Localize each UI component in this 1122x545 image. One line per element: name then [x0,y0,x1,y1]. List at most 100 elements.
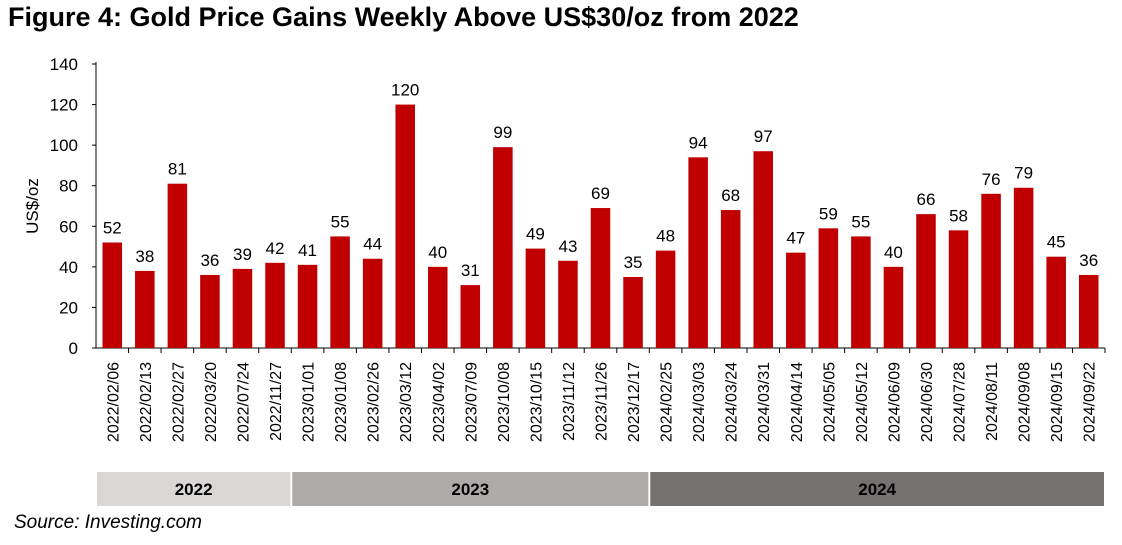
bar [460,285,481,348]
bar [948,230,969,348]
bar [395,104,415,348]
data-label: 52 [103,219,122,238]
data-label: 49 [526,225,545,244]
year-band-2023 [292,472,649,506]
data-label: 40 [428,243,447,262]
bar [688,157,708,348]
x-tick-label: 2023/11/12 [561,362,578,441]
x-tick-label: 2023/10/08 [496,362,513,442]
data-label: 36 [200,251,219,270]
x-tick-label: 2023/12/17 [626,362,643,442]
data-label: 97 [754,127,773,146]
data-label: 58 [949,206,968,225]
x-tick-label: 2024/04/14 [789,362,806,442]
bar [362,258,383,348]
y-tick-label: 120 [50,96,78,115]
chart-title: Figure 4: Gold Price Gains Weekly Above … [8,2,799,32]
x-tick-label: 2022/02/27 [170,362,187,442]
bar [558,260,578,348]
bar [786,252,806,348]
bar [330,236,350,348]
bar [493,147,513,348]
data-label: 43 [558,237,577,256]
x-tick-label: 2024/05/05 [821,362,838,442]
y-tick-label: 60 [59,217,78,236]
bar [623,277,643,348]
data-label: 39 [233,245,252,264]
bar [720,210,741,348]
bar [297,264,318,348]
data-label: 55 [851,212,870,231]
bar [135,270,155,348]
source-note: Source: Investing.com [14,512,202,533]
bar [1013,187,1034,348]
bar [525,248,546,348]
year-band-label: 2023 [451,480,489,499]
data-label: 76 [982,170,1001,189]
y-axis-label: US$/oz [23,178,42,234]
y-tick-label: 140 [50,55,78,74]
bar [916,214,936,348]
y-tick-label: 20 [59,298,78,317]
bar [753,151,774,348]
y-tick-label: 80 [59,177,78,196]
bar [427,266,448,348]
year-band-label: 2022 [175,480,213,499]
x-tick-label: 2022/11/27 [268,362,285,441]
x-tick-label: 2023/04/02 [431,362,448,442]
data-label: 35 [624,253,643,272]
x-tick-label: 2023/10/15 [528,362,545,442]
year-band-2022 [97,472,291,506]
data-label: 69 [591,184,610,203]
data-label: 41 [298,241,317,260]
data-label: 40 [884,243,903,262]
data-label: 44 [363,235,382,254]
year-band-label: 2024 [858,480,896,499]
year-band-2024 [650,472,1104,506]
data-label: 79 [1014,164,1033,183]
x-tick-label: 2023/02/26 [366,362,383,442]
data-label: 55 [331,212,350,231]
data-label: 59 [819,204,838,223]
data-label: 42 [266,239,285,258]
data-label: 94 [689,133,708,152]
data-label: 99 [493,123,512,142]
x-tick-label: 2022/07/24 [235,362,252,442]
bar [1046,256,1066,348]
x-tick-label: 2023/11/26 [594,362,611,441]
bar [655,250,676,348]
x-tick-label: 2023/07/09 [463,362,480,442]
data-label: 38 [135,247,154,266]
bar [232,268,253,348]
data-label: 48 [656,227,675,246]
x-tick-label: 2024/03/24 [724,362,741,442]
bar [1078,274,1099,348]
data-label: 36 [1079,251,1098,270]
x-tick-label: 2022/02/13 [138,362,155,442]
bar [167,183,188,348]
y-tick-label: 100 [50,136,78,155]
x-tick-label: 2024/09/22 [1082,362,1099,442]
y-tick-label: 0 [69,339,78,358]
bar [102,242,123,348]
x-tick-label: 2024/07/28 [952,362,969,442]
data-label: 120 [391,81,419,100]
y-tick-label: 40 [59,258,78,277]
x-tick-label: 2024/08/11 [984,362,1001,441]
data-label: 66 [917,190,936,209]
x-tick-label: 2023/01/08 [333,362,350,442]
data-label: 47 [786,229,805,248]
bar [200,274,220,348]
bar [265,262,285,348]
x-tick-label: 2022/02/06 [105,362,122,442]
x-tick-label: 2024/09/15 [1049,362,1066,442]
bar [851,236,871,348]
bar [883,266,904,348]
x-tick-label: 2023/03/12 [398,362,415,442]
x-tick-label: 2024/03/31 [756,362,773,442]
data-label: 81 [168,160,187,179]
bar [590,208,611,348]
data-label: 45 [1047,233,1066,252]
x-tick-label: 2024/03/03 [691,362,708,442]
